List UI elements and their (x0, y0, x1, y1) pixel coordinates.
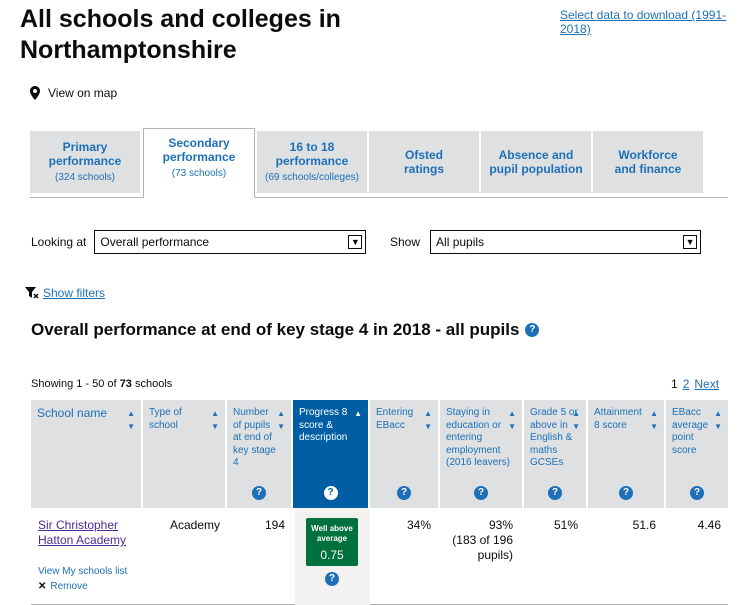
show-label: Show (390, 235, 421, 249)
column-label: Entering EBacc (376, 407, 414, 431)
close-icon: ✕ (38, 581, 47, 592)
column-header-ebacc-aps[interactable]: EBacc average point score ▲ ▼ ? (666, 400, 728, 508)
help-icon[interactable]: ? (325, 572, 339, 586)
help-icon[interactable]: ? (525, 323, 540, 337)
school-name-link[interactable]: Sir Christopher Hatton Academy (38, 518, 127, 547)
tab-label: Primary performance (48, 139, 122, 168)
page-title: All schools and colleges in Northamptons… (20, 5, 341, 64)
sort-icon: ▲ ▼ (277, 409, 285, 431)
tab-16-to-18-performance[interactable]: 16 to 18 performance (69 schools/college… (257, 131, 367, 193)
results-prefix: Showing 1 - 50 of (31, 378, 117, 390)
sort-icon: ▲ ▼ (211, 409, 219, 431)
tab-label: Secondary performance (162, 135, 236, 164)
column-label: Staying in education or entering employm… (446, 407, 510, 468)
looking-at-value: Overall performance (100, 235, 210, 249)
column-label: School name (37, 406, 108, 420)
table-header: School name ▲ ▼ Type of school ▲ ▼ Number … (31, 400, 728, 508)
column-header-grade5[interactable]: Grade 5 or above in English & maths GCSE… (524, 400, 586, 508)
tab-label: Absence and pupil population (489, 148, 583, 176)
performance-tabs: Primary performance (324 schools) Second… (30, 128, 728, 198)
column-header-type[interactable]: Type of school ▲ ▼ (143, 400, 225, 508)
tab-primary-performance[interactable]: Primary performance (324 schools) (30, 131, 140, 193)
help-icon[interactable]: ? (690, 486, 704, 500)
column-header-pupils[interactable]: Number of pupils at end of key stage 4 ▲… (227, 400, 291, 508)
help-icon[interactable]: ? (323, 486, 338, 500)
help-icon[interactable]: ? (252, 486, 266, 500)
column-header-progress8[interactable]: Progress 8 score & description ▲ ? (293, 400, 368, 508)
chevron-down-icon: ▼ (348, 235, 363, 249)
download-data-link[interactable]: Select data to download (1991-2018) (560, 8, 727, 36)
results-total: 73 (119, 378, 132, 390)
results-count: Showing 1 - 50 of 73 schools (31, 378, 172, 390)
tab-workforce-finance[interactable]: Workforce and finance (593, 131, 703, 193)
help-icon[interactable]: ? (548, 486, 562, 500)
looking-at-label: Looking at (31, 235, 87, 249)
table-row: Sir Christopher Hatton Academy Academy 1… (31, 508, 728, 605)
remove-button[interactable]: ✕ Remove (38, 581, 88, 592)
page-2-link[interactable]: 2 (682, 377, 690, 391)
staying-cell: 93% (183 of 196 pupils) (441, 518, 513, 563)
staying-detail: (183 of 196 pupils) (452, 533, 513, 562)
show-select[interactable]: All pupils ▼ (430, 230, 702, 254)
ebacc-aps-value: 4.46 (697, 518, 721, 532)
page-1: 1 (671, 377, 678, 391)
column-label: Grade 5 or above in English & maths GCSE… (530, 407, 578, 468)
looking-at-select[interactable]: Overall performance ▼ (94, 230, 367, 254)
progress8-badge: Well above average 0.75 (306, 518, 358, 566)
attainment8-value: 51.6 (632, 518, 656, 532)
my-schools-list-link[interactable]: View My schools list (38, 566, 128, 577)
column-header-attainment8[interactable]: Attainment 8 score ▲ ▼ ? (588, 400, 664, 508)
help-icon[interactable]: ? (619, 486, 633, 500)
sort-asc-icon: ▲ (354, 409, 362, 418)
sort-icon: ▲ ▼ (127, 409, 135, 431)
remove-label: Remove (50, 581, 88, 592)
view-on-map[interactable]: View on map (30, 86, 117, 100)
next-page-link[interactable]: Next (694, 377, 720, 391)
map-pin-icon (30, 86, 40, 100)
tab-label: Workforce and finance (614, 148, 682, 176)
sort-icon: ▲ ▼ (714, 409, 722, 431)
section-title: Overall performance at end of key stage … (31, 320, 520, 339)
sort-icon: ▲ ▼ (650, 409, 658, 431)
column-label: Number of pupils at end of key stage 4 (233, 407, 276, 468)
column-header-ebacc[interactable]: Entering EBacc ▲ ▼ ? (370, 400, 438, 508)
results-suffix: schools (135, 378, 173, 390)
column-label: EBacc average point score (672, 407, 709, 456)
show-filter: Show All pupils ▼ (390, 230, 702, 254)
column-header-school-name[interactable]: School name ▲ ▼ (31, 400, 141, 508)
column-header-staying[interactable]: Staying in education or entering employm… (440, 400, 522, 508)
show-filters-toggle[interactable]: Show filters (25, 286, 105, 300)
help-icon[interactable]: ? (397, 486, 411, 500)
tab-absence-pupil-population[interactable]: Absence and pupil population (481, 131, 591, 193)
sort-icon: ▲ ▼ (424, 409, 432, 431)
sort-icon: ▲ ▼ (508, 409, 516, 431)
tab-sub: (69 schools/colleges) (265, 171, 359, 183)
column-label: Attainment 8 score (594, 407, 642, 431)
column-label: Type of school (149, 407, 182, 431)
column-label: Progress 8 score & description (299, 407, 348, 443)
tab-label: 16 to 18 performance (275, 139, 349, 168)
pagination: 1 2 Next (671, 377, 719, 391)
progress8-score: 0.75 (320, 548, 344, 562)
section-heading: Overall performance at end of key stage … (31, 320, 540, 340)
tab-sub: (324 schools) (54, 171, 116, 183)
tab-ofsted-ratings[interactable]: Ofsted ratings (369, 131, 479, 193)
staying-value: 93% (488, 518, 513, 532)
tab-secondary-performance[interactable]: Secondary performance (73 schools) (143, 128, 255, 198)
chevron-down-icon: ▼ (683, 235, 698, 249)
sort-icon: ▲ ▼ (572, 409, 580, 431)
show-value: All pupils (436, 235, 485, 249)
progress8-description: Well above average (311, 524, 353, 543)
ebacc-value: 34% (406, 518, 431, 532)
view-on-map-label: View on map (48, 86, 118, 100)
pupil-count: 194 (264, 518, 285, 532)
tab-sub: (73 schools) (171, 167, 227, 179)
help-icon[interactable]: ? (474, 486, 488, 500)
school-type: Academy (170, 518, 221, 532)
looking-at-filter: Looking at Overall performance ▼ (31, 230, 367, 254)
filter-icon (25, 287, 39, 299)
tab-label: Ofsted ratings (403, 148, 444, 176)
show-filters-link[interactable]: Show filters (43, 286, 106, 300)
grade5-value: 51% (553, 518, 578, 532)
